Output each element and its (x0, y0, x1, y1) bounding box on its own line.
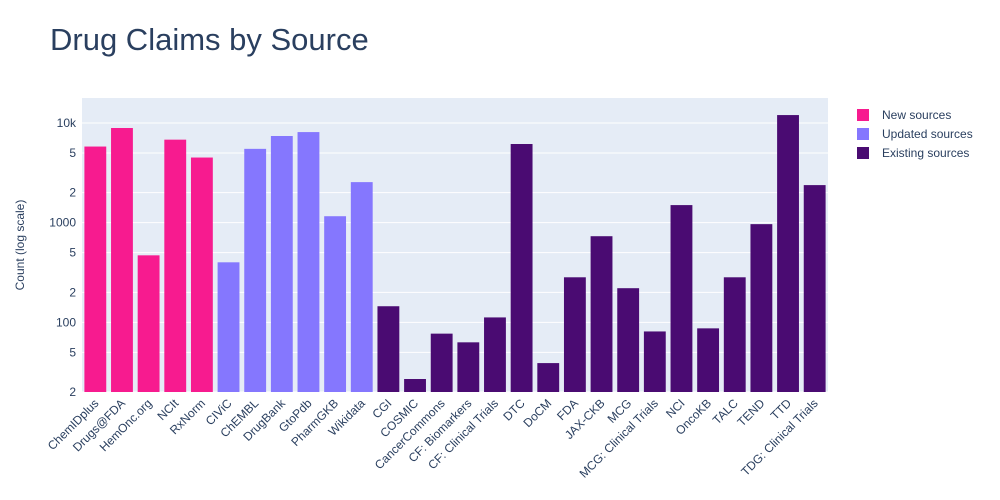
bar (750, 224, 773, 392)
bar (457, 342, 480, 392)
bar (324, 216, 347, 392)
bar (697, 328, 720, 392)
bar (537, 363, 560, 392)
bar (510, 144, 533, 392)
legend-label: Updated sources (882, 127, 973, 141)
y-tick-label: 2 (69, 285, 76, 299)
chart-title: Drug Claims by Source (50, 22, 369, 57)
legend-label: New sources (882, 108, 951, 122)
y-axis-title: Count (log scale) (13, 200, 27, 291)
legend-swatch (857, 109, 869, 121)
y-tick-label: 2 (69, 385, 76, 399)
bar (723, 277, 746, 392)
bar (670, 205, 693, 392)
bar (297, 132, 320, 392)
bar (137, 255, 160, 392)
y-tick-label: 5 (69, 345, 76, 359)
y-tick-label: 5 (69, 246, 76, 260)
bar (643, 331, 666, 392)
bar (111, 128, 133, 393)
legend-swatch (857, 128, 869, 140)
bar (803, 185, 826, 392)
bar (84, 146, 107, 392)
x-tick-label: TEND (735, 396, 768, 429)
bar (563, 277, 586, 392)
bar (617, 288, 640, 392)
bar (164, 139, 187, 392)
y-tick-label: 2 (69, 186, 76, 200)
bar (430, 333, 453, 392)
y-tick-label: 10k (57, 116, 77, 130)
bar (217, 262, 240, 392)
bar (244, 148, 267, 392)
y-tick-label: 5 (69, 146, 76, 160)
y-tick-label: 100 (56, 315, 76, 329)
bar (270, 135, 293, 392)
y-tick-label: 1000 (49, 216, 76, 230)
bar (590, 236, 613, 392)
bar (484, 317, 506, 392)
legend-label: Existing sources (882, 146, 969, 160)
bar (777, 115, 799, 392)
bar (190, 157, 213, 392)
legend-swatch (857, 147, 869, 159)
bar (404, 379, 426, 392)
x-tick-label: DoCM (520, 396, 554, 430)
bar (350, 182, 373, 392)
bar (377, 306, 400, 392)
